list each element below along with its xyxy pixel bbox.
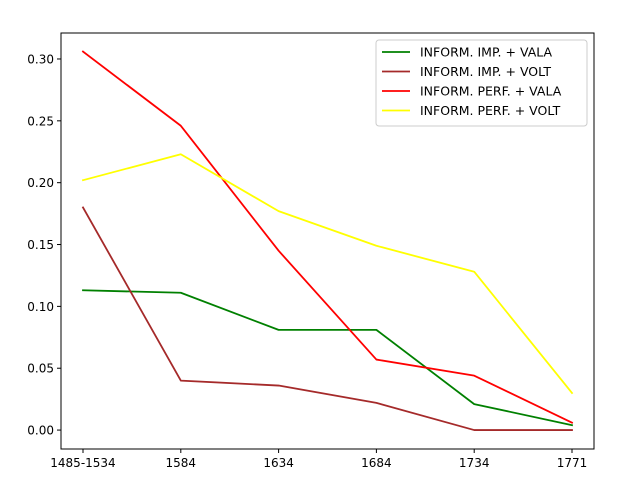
legend-label-0: INFORM. IMP. + VALA [420,45,552,60]
x-tick-label: 1771 [557,456,588,470]
x-tick-label: 1485-1534 [50,456,115,470]
legend: INFORM. IMP. + VALA INFORM. IMP. + VOLT IN… [375,39,588,127]
series-lines [81,50,574,431]
y-axis: 0.00 0.05 0.10 0.15 0.20 0.25 0.30 [27,52,61,438]
y-tick-label: 0.15 [27,238,54,252]
y-tick-label: 0.25 [27,114,54,128]
x-tick-label: 1734 [459,456,490,470]
y-tick-label: 0.05 [27,362,54,376]
series-line-2 [81,50,574,424]
series-line-0 [82,289,574,427]
series-line-3 [81,153,574,395]
x-tick-label: 1634 [263,456,294,470]
x-tick-label: 1584 [166,456,197,470]
legend-label-2: INFORM. PERF. + VALA [420,84,562,99]
y-tick-label: 0.00 [27,424,54,438]
x-tick-label: 1684 [361,456,392,470]
y-tick-label: 0.30 [27,52,54,66]
series-line-1 [81,206,573,431]
plot-area-frame [60,32,595,450]
y-tick-label: 0.20 [27,176,54,190]
y-tick-label: 0.10 [27,300,54,314]
legend-label-3: INFORM. PERF. + VOLT [420,103,561,118]
legend-label-1: INFORM. IMP. + VOLT [420,64,551,79]
x-axis: 1485-1534 1584 1634 1684 1734 1771 [50,449,587,470]
legend-box [375,39,588,127]
